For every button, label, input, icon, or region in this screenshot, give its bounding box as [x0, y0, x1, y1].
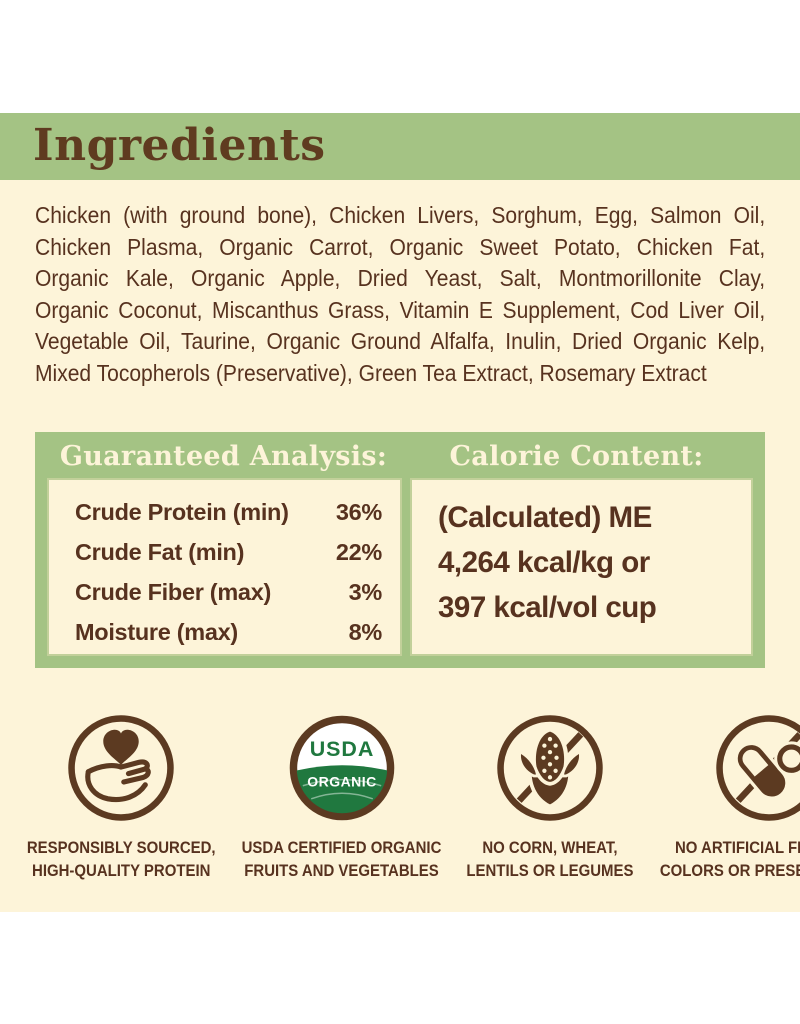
ingredient-line: Organic Coconut, Miscanthus Grass, Vitam…	[35, 296, 766, 323]
analysis-row: Crude Fat (min) 22%	[75, 532, 382, 572]
seal-organic-text: ORGANIC	[307, 774, 376, 790]
ingredients-paragraph: Chicken (with ground bone), Chicken Live…	[35, 200, 765, 389]
heart-in-hand-icon	[68, 715, 174, 821]
badge-label: NO CORN, WHEAT, LENTILS OR LEGUMES	[466, 838, 634, 880]
ingredient-line: Chicken (with ground bone), Chicken Live…	[35, 202, 766, 228]
analysis-value: 22%	[335, 539, 382, 565]
analysis-value: 8%	[348, 619, 383, 645]
analysis-row: Crude Fiber (max) 3%	[75, 572, 382, 612]
analysis-value: 36%	[335, 499, 382, 525]
badge-no-corn: NO CORN, WHEAT, LENTILS OR LEGUMES	[455, 712, 645, 882]
seal-usda-text: USDA	[310, 737, 375, 761]
calorie-content-header: Calorie Content:	[449, 441, 704, 472]
ingredients-title-band: Ingredients	[0, 113, 800, 180]
label-body: Chicken (with ground bone), Chicken Live…	[0, 180, 800, 912]
analysis-calorie-box: Guaranteed Analysis: Calorie Content: Cr…	[35, 432, 765, 668]
analysis-value: 3%	[348, 579, 383, 605]
no-artificial-icon	[716, 715, 800, 821]
analysis-name: Crude Protein (min)	[75, 499, 289, 525]
feature-badges-row: RESPONSIBLY SOURCED, HIGH-QUALITY PROTEI…	[14, 712, 800, 882]
calorie-line: 397 kcal/vol cup	[438, 591, 657, 624]
badge-usda-organic: USDA ORGANIC USDA CERTIFIED ORGANIC FRUI…	[228, 712, 455, 882]
no-corn-icon	[497, 715, 604, 821]
analysis-calorie-panels: Crude Protein (min) 36% Crude Fat (min) …	[47, 478, 753, 656]
analysis-calorie-headers: Guaranteed Analysis: Calorie Content:	[47, 432, 753, 478]
calorie-line: 4,264 kcal/kg or	[438, 546, 650, 579]
badge-no-artificial: NO ARTIFICIAL FLAVORS, COLORS OR PRESERV…	[645, 712, 800, 882]
usda-organic-seal-icon: USDA ORGANIC	[289, 715, 395, 821]
badge-label: NO ARTIFICIAL FLAVORS, COLORS OR PRESERV…	[660, 838, 800, 880]
ingredient-line: Vegetable Oil, Taurine, Organic Ground A…	[35, 328, 766, 354]
guaranteed-analysis-table: Crude Protein (min) 36% Crude Fat (min) …	[47, 478, 402, 656]
calorie-line: (Calculated) ME	[438, 501, 652, 534]
ingredient-line: Mixed Tocopherols (Preservative), Green …	[35, 359, 707, 386]
analysis-name: Moisture (max)	[75, 619, 238, 645]
ingredient-line: Chicken Plasma, Organic Carrot, Organic …	[35, 233, 766, 260]
analysis-row: Crude Protein (min) 36%	[75, 492, 382, 532]
badge-label: RESPONSIBLY SOURCED, HIGH-QUALITY PROTEI…	[26, 838, 216, 880]
analysis-row: Moisture (max) 8%	[75, 612, 382, 652]
badge-label: USDA CERTIFIED ORGANIC FRUITS AND VEGETA…	[242, 838, 442, 880]
ingredient-line: Organic Kale, Organic Apple, Dried Yeast…	[35, 265, 766, 291]
guaranteed-analysis-header: Guaranteed Analysis:	[59, 441, 388, 472]
badge-responsibly-sourced: RESPONSIBLY SOURCED, HIGH-QUALITY PROTEI…	[14, 712, 228, 882]
analysis-name: Crude Fat (min)	[75, 539, 245, 565]
analysis-name: Crude Fiber (max)	[75, 579, 271, 605]
ingredients-title: Ingredients	[33, 120, 326, 171]
calorie-content-panel: (Calculated) ME 4,264 kcal/kg or 397 kca…	[410, 478, 753, 656]
